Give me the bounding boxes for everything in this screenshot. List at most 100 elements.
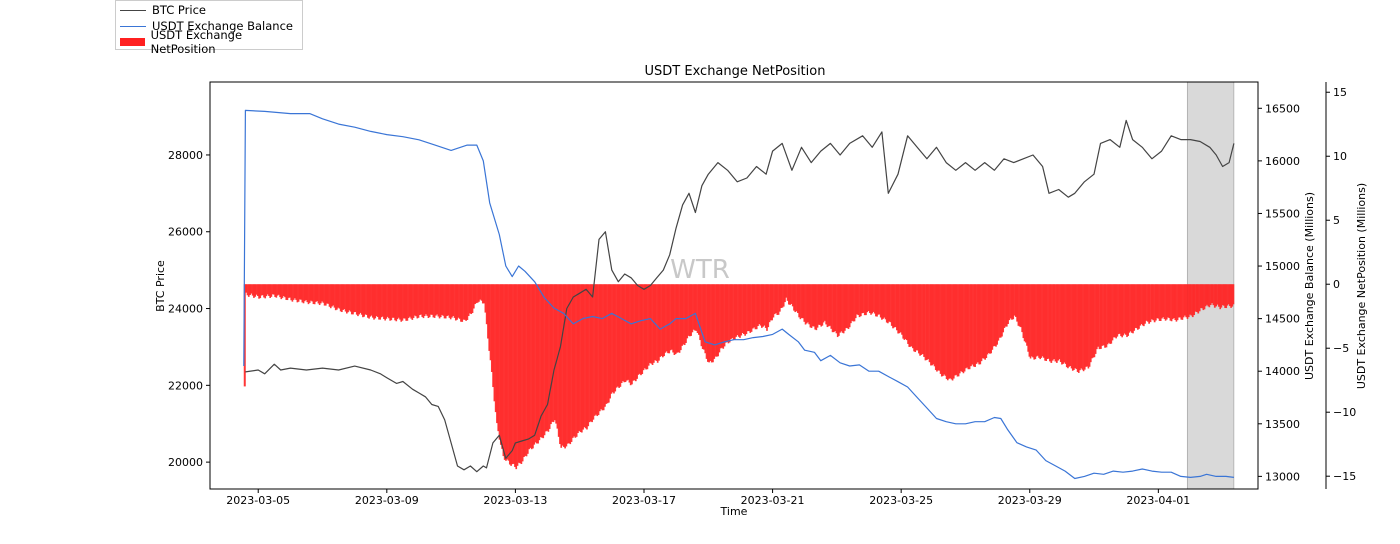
netposition-bar <box>810 284 813 328</box>
netposition-bar <box>1226 284 1229 306</box>
netposition-bar <box>1139 284 1142 326</box>
netposition-tick-label: −15 <box>1333 470 1356 483</box>
netposition-bar <box>802 284 804 319</box>
netposition-bar <box>978 284 980 365</box>
netposition-bar <box>1207 284 1209 307</box>
netposition-bar <box>1146 284 1149 322</box>
netposition-bar <box>784 284 786 303</box>
netposition-bar <box>276 284 279 296</box>
netposition-bar <box>865 284 867 316</box>
netposition-bar <box>1155 284 1157 321</box>
netposition-bar <box>321 284 323 302</box>
netposition-bar <box>1091 284 1093 359</box>
netposition-bar <box>595 284 597 415</box>
netposition-bar <box>243 284 246 387</box>
netposition-bar <box>1203 284 1206 310</box>
netposition-bar <box>1094 284 1097 354</box>
netposition-bar <box>723 284 726 347</box>
netposition-bar <box>692 284 695 330</box>
netposition-bar <box>1164 284 1167 321</box>
netposition-bar <box>683 284 686 346</box>
netposition-bar <box>998 284 1001 338</box>
balance-tick-label: 15500 <box>1265 207 1300 220</box>
netposition-bar <box>586 284 588 430</box>
netposition-bar <box>246 284 249 296</box>
netposition-bar <box>625 284 628 381</box>
netposition-bar <box>1085 284 1087 367</box>
netposition-bar <box>923 284 925 357</box>
netposition-bar <box>561 284 564 446</box>
netposition-bar <box>788 284 790 305</box>
netposition-bar <box>1184 284 1186 316</box>
netposition-bar <box>791 284 794 307</box>
netposition-bar <box>342 284 344 310</box>
netposition-bar <box>777 284 780 315</box>
netposition-bar <box>1108 284 1110 343</box>
netposition-bar <box>350 284 353 315</box>
netposition-bar <box>308 284 311 303</box>
netposition-bar <box>1118 284 1121 334</box>
netposition-bar <box>1144 284 1146 324</box>
netposition-bar <box>1129 284 1132 332</box>
netposition-bar <box>1187 284 1190 318</box>
legend-label-btc: BTC Price <box>152 3 206 17</box>
netposition-bar <box>488 284 491 351</box>
netposition-bar <box>1040 284 1043 358</box>
netposition-bar <box>261 284 264 296</box>
netposition-bar <box>359 284 362 313</box>
netposition-bar <box>883 284 886 318</box>
netposition-bar <box>930 284 932 366</box>
netposition-bar <box>627 284 629 380</box>
netposition-bar <box>966 284 968 368</box>
netposition-bar <box>1190 284 1193 316</box>
netposition-bar <box>1133 284 1136 331</box>
netposition-bar <box>749 284 752 333</box>
netposition-bar <box>287 284 290 298</box>
netposition-bar <box>517 284 520 463</box>
balance-tick-label: 13000 <box>1265 470 1300 483</box>
netposition-bar <box>326 284 328 304</box>
netposition-bar <box>411 284 414 320</box>
netposition-bar <box>427 284 430 319</box>
netposition-bar <box>975 284 978 364</box>
netposition-bar <box>1215 284 1218 307</box>
netposition-bar <box>1098 284 1101 350</box>
netposition-bar <box>838 284 840 336</box>
netposition-bar <box>661 284 664 358</box>
netposition-bar <box>1105 284 1108 348</box>
netposition-bar <box>850 284 852 324</box>
netposition-bar <box>367 284 369 318</box>
netposition-bar <box>560 284 563 448</box>
netposition-bar <box>1030 284 1033 357</box>
netposition-bar <box>461 284 464 322</box>
netposition-bar <box>302 284 305 304</box>
netposition-bar <box>286 284 289 301</box>
netposition-bar <box>593 284 596 416</box>
netposition-bar <box>1168 284 1170 319</box>
netposition-bar <box>1077 284 1080 373</box>
netposition-bar <box>960 284 962 372</box>
netposition-bar <box>423 284 426 317</box>
netposition-bar <box>656 284 659 363</box>
netposition-bar <box>905 284 908 341</box>
netposition-bar <box>664 284 667 353</box>
netposition-bar <box>890 284 893 326</box>
netposition-bar <box>734 284 736 340</box>
netposition-bar <box>520 284 523 465</box>
netposition-bar <box>1229 284 1231 307</box>
netposition-bar <box>1023 284 1026 342</box>
netposition-bar <box>851 284 853 321</box>
netposition-bar <box>655 284 658 361</box>
netposition-bar <box>519 284 521 464</box>
netposition-bar <box>1158 284 1161 321</box>
netposition-bar <box>755 284 758 330</box>
netposition-bar <box>515 284 518 470</box>
netposition-bar <box>1140 284 1143 325</box>
netposition-bar <box>601 284 604 411</box>
netposition-bar <box>1153 284 1156 323</box>
netposition-bar <box>1022 284 1025 339</box>
netposition-bar <box>638 284 641 374</box>
netposition-bar <box>1197 284 1200 314</box>
netposition-bar <box>503 284 506 460</box>
netposition-bar <box>598 284 601 412</box>
